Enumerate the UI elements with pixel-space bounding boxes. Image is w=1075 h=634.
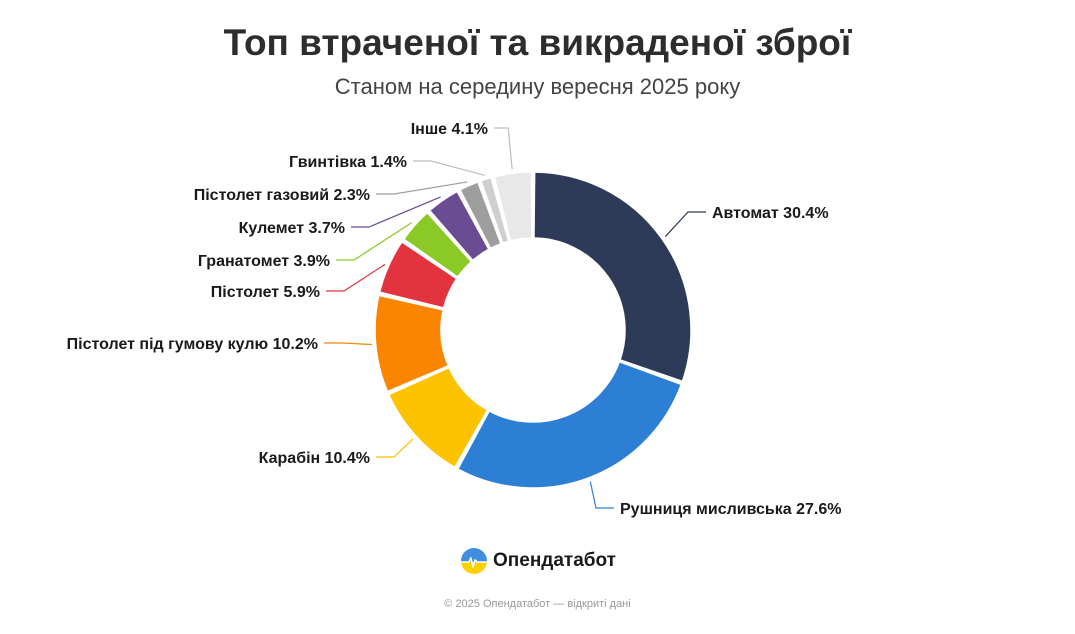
leader-line-10 <box>494 127 513 170</box>
donut-slice-9[interactable] <box>480 176 510 244</box>
chart-subtitle: Станом на середину вересня 2025 року <box>334 74 741 99</box>
leader-line-6 <box>336 222 413 261</box>
leader-line-3 <box>376 438 414 458</box>
data-labels: Автомат 30.4% Рушниця мисливська 27.6% Кар… <box>67 121 842 518</box>
leader-line-7 <box>351 196 441 228</box>
donut-slice-4[interactable] <box>374 294 450 393</box>
leader-line-9 <box>413 160 485 176</box>
opendatabot-logo-icon <box>461 548 487 574</box>
leader-line-8 <box>376 181 468 195</box>
leader-lines <box>324 127 706 509</box>
donut-slice-1[interactable] <box>533 171 692 383</box>
footer-copyright: © 2025 Опендатабот — відкриті дані <box>444 598 631 610</box>
donut-slice-5[interactable] <box>378 241 458 309</box>
leader-line-4 <box>324 342 372 346</box>
leader-line-1 <box>664 211 706 237</box>
data-label-4: Пістолет під гумову кулю 10.2% <box>67 336 318 353</box>
data-label-8: Пістолет газовий 2.3% <box>194 187 370 204</box>
data-label-10: Інше 4.1% <box>411 121 488 138</box>
donut-slice-2[interactable] <box>457 360 683 489</box>
data-label-2: Рушниця мисливська 27.6% <box>620 501 841 518</box>
brand-name: Опендатабот <box>493 550 616 571</box>
donut-slice-6[interactable] <box>402 211 473 278</box>
data-label-9: Гвинтівка 1.4% <box>289 154 407 171</box>
data-label-3: Карабін 10.4% <box>259 450 370 467</box>
data-label-5: Пістолет 5.9% <box>211 284 320 301</box>
donut-slice-3[interactable] <box>388 366 489 469</box>
brand-logo: Опендатабот <box>460 546 616 576</box>
leader-line-5 <box>326 263 386 292</box>
data-label-1: Автомат 30.4% <box>712 205 829 222</box>
data-label-6: Гранатомет 3.9% <box>198 253 330 270</box>
donut-slice-7[interactable] <box>428 190 490 262</box>
data-label-7: Кулемет 3.7% <box>239 220 345 237</box>
donut-slice-8[interactable] <box>459 181 502 250</box>
donut-slices <box>374 171 692 489</box>
chart-title: Топ втраченої та викраденої зброї <box>223 22 852 63</box>
leader-line-2 <box>589 481 614 509</box>
donut-slice-10[interactable] <box>493 171 533 242</box>
